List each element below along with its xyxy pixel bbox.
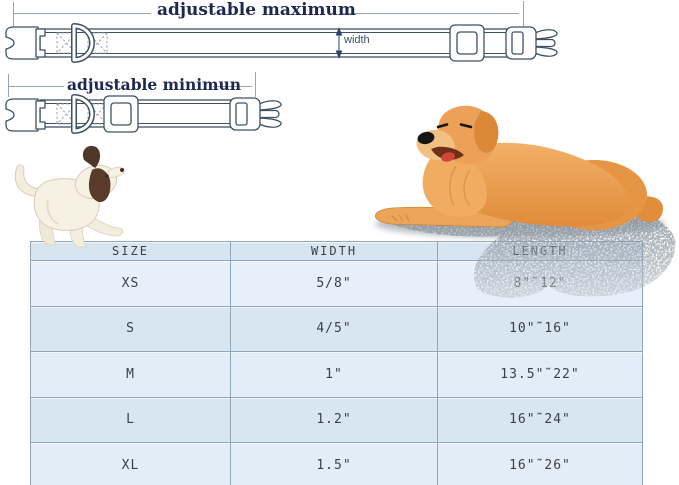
tri-glide-slider <box>449 24 485 62</box>
stitch-box <box>56 103 77 125</box>
cell-length: 13.5"˜22" <box>437 351 643 398</box>
collar-strap-max <box>39 28 509 58</box>
collar-strap-min <box>39 99 233 128</box>
collar-width-label: width <box>344 34 370 46</box>
table-row: S 4/5" 10"˜16" <box>30 305 643 352</box>
stitch-box <box>87 103 108 125</box>
table-header-row: SIZE WIDTH LENGTH <box>30 241 643 261</box>
cell-size: M <box>30 351 231 398</box>
table-row: L 1.2" 16"˜24" <box>30 396 643 443</box>
stitch-box <box>87 32 108 54</box>
size-chart-table: SIZE WIDTH LENGTH XS 5/8" 8"˜12" S 4/5" 10"˜1… <box>30 241 643 485</box>
cell-width: 4/5" <box>230 305 438 352</box>
female-buckle <box>5 98 46 132</box>
table-row: M 1" 13.5"˜22" <box>30 351 643 398</box>
table-row: XS 5/8" 8"˜12" <box>30 260 643 307</box>
cell-width: 1.5" <box>230 442 438 485</box>
tri-glide-slider <box>103 95 139 133</box>
cell-width: 1" <box>230 351 438 398</box>
stitch-box <box>56 32 77 54</box>
column-header-length: LENGTH <box>437 241 643 261</box>
column-header-width: WIDTH <box>230 241 438 261</box>
collar-max-label: adjustable maximum <box>157 0 356 20</box>
column-header-size: SIZE <box>30 241 231 261</box>
width-arrow <box>335 27 343 59</box>
cell-length: 16"˜26" <box>437 442 643 485</box>
cell-size: XL <box>30 442 231 485</box>
female-buckle <box>5 26 46 60</box>
collar-min-label: adjustable minimun <box>67 75 242 94</box>
table-row: XL 1.5" 16"˜26" <box>30 442 643 485</box>
cell-size: XS <box>30 260 231 307</box>
cell-length: 10"˜16" <box>437 305 643 352</box>
male-buckle <box>229 97 282 131</box>
small-dog-illustration <box>14 145 125 248</box>
cell-width: 5/8" <box>230 260 438 307</box>
cell-size: L <box>30 396 231 443</box>
size-chart-body: XS 5/8" 8"˜12" S 4/5" 10"˜16" M 1" 13.5"˜22" L 1.2… <box>30 260 643 485</box>
cell-length: 8"˜12" <box>437 260 643 307</box>
cell-width: 1.2" <box>230 396 438 443</box>
d-ring <box>74 26 92 60</box>
cell-length: 16"˜24" <box>437 396 643 443</box>
cell-size: S <box>30 305 231 352</box>
d-ring <box>74 97 92 131</box>
male-buckle <box>505 26 558 60</box>
